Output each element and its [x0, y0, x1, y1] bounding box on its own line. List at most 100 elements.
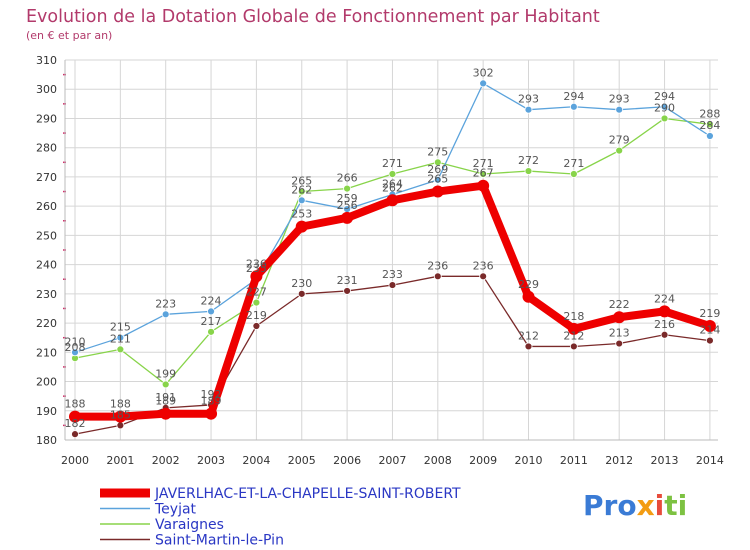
data-point	[116, 333, 125, 342]
data-point	[477, 179, 490, 192]
y-tick-label: 200	[36, 376, 57, 389]
data-label: 213	[609, 327, 630, 340]
data-point	[341, 211, 354, 224]
data-point	[207, 327, 215, 336]
data-label: 271	[563, 157, 584, 170]
data-label: 236	[427, 259, 448, 272]
data-point	[524, 167, 533, 175]
y-tick-label: 260	[36, 200, 57, 213]
data-label: 272	[518, 154, 539, 167]
data-point	[706, 132, 714, 140]
x-tick-label: 2000	[61, 454, 89, 467]
data-label: 219	[246, 309, 267, 322]
x-tick-label: 2006	[333, 454, 361, 467]
grid	[65, 59, 718, 441]
data-label: 182	[65, 417, 86, 430]
logo-part-ti: ti	[664, 489, 687, 522]
data-point	[569, 170, 578, 178]
data-label: 218	[563, 310, 584, 323]
data-point	[71, 430, 79, 439]
legend-label: Varaignes	[155, 517, 224, 533]
data-point	[295, 220, 308, 233]
logo-part-i: i	[655, 489, 665, 522]
data-point	[615, 146, 624, 155]
data-label: 271	[473, 157, 494, 170]
data-point	[569, 102, 578, 111]
data-point	[161, 380, 170, 389]
data-label: 191	[155, 391, 176, 404]
data-point	[297, 196, 306, 205]
data-point	[524, 105, 533, 114]
data-point	[433, 175, 442, 184]
data-label: 235	[246, 262, 267, 275]
x-tick-label: 2009	[469, 454, 497, 467]
y-tick-label: 250	[36, 229, 57, 242]
data-label: 256	[337, 199, 358, 212]
legend-label: Teyjat	[154, 502, 197, 518]
data-point	[250, 270, 263, 283]
x-tick-label: 2005	[288, 454, 316, 467]
data-point	[479, 79, 488, 88]
data-label: 217	[201, 315, 222, 328]
data-point	[388, 281, 397, 289]
data-label: 188	[110, 398, 131, 411]
data-point	[386, 194, 399, 207]
data-point	[569, 342, 578, 351]
data-label: 266	[337, 172, 358, 185]
data-label: 189	[155, 395, 176, 408]
data-point	[658, 305, 671, 318]
y-tick-label: 190	[36, 405, 57, 418]
axes: 180 190 200 210 220 230 240 250 260 270 280 290 300 3…	[36, 54, 724, 467]
data-label: 188	[65, 398, 86, 411]
y-tick-label: 240	[36, 259, 57, 272]
data-point	[660, 114, 669, 123]
data-label: 210	[65, 335, 86, 348]
data-label: 265	[291, 175, 312, 188]
data-point	[522, 290, 535, 303]
data-label: 288	[699, 107, 720, 120]
data-label: 212	[518, 329, 539, 342]
data-label: 216	[654, 318, 675, 331]
x-tick-label: 2012	[605, 454, 633, 467]
data-point	[524, 342, 533, 351]
y-tick-label: 290	[36, 112, 57, 125]
data-label: 224	[654, 292, 675, 305]
data-label: 199	[155, 367, 176, 380]
data-label: 214	[699, 324, 720, 337]
y-tick-label: 210	[36, 346, 57, 359]
data-point	[69, 410, 81, 423]
data-point	[660, 330, 669, 339]
data-label: 293	[609, 93, 630, 106]
data-label: 265	[427, 173, 448, 186]
chart-subtitle: (en € et par an)	[26, 29, 112, 42]
data-point	[207, 307, 215, 316]
data-label: 294	[654, 90, 675, 103]
data-label: 284	[699, 119, 720, 132]
data-label: 227	[246, 286, 267, 299]
data-label: 219	[699, 307, 720, 320]
data-point	[567, 322, 580, 335]
data-label: 236	[246, 257, 267, 270]
data-point	[297, 289, 306, 298]
y-tick-label: 230	[36, 288, 57, 301]
series-lines	[69, 79, 716, 439]
data-point	[706, 336, 714, 345]
data-point	[252, 322, 261, 330]
data-label: 259	[337, 192, 358, 205]
data-label: 233	[382, 268, 403, 281]
data-point	[343, 184, 352, 193]
data-point	[114, 410, 127, 423]
data-label: 236	[473, 259, 494, 272]
legend: JAVERLHAC-ET-LA-CHAPELLE-SAINT-ROBERTTey…	[100, 486, 461, 549]
data-point	[159, 407, 172, 420]
data-point	[116, 345, 125, 354]
data-label: 215	[110, 321, 131, 334]
chart-title: Evolution de la Dotation Globale de Fonc…	[26, 7, 600, 27]
data-label: 279	[609, 134, 630, 147]
data-point	[706, 120, 714, 129]
y-tick-label: 280	[36, 142, 57, 155]
